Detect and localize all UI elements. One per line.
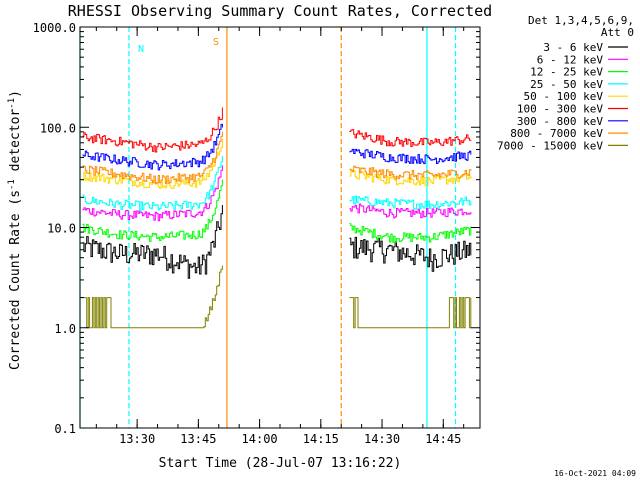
x-tick-label: 14:00 (242, 432, 278, 446)
legend-label: 100 - 300 keV (517, 103, 603, 116)
footer-date: 16-Oct-2021 04:09 (554, 469, 636, 478)
series-line-25-50-keV-a (82, 156, 223, 212)
series-line-3-6-keV-b (349, 236, 472, 272)
series-line-100-300-keV-b (349, 129, 472, 147)
series-line-100-300-keV-a (82, 107, 223, 153)
legend-label: 50 - 100 keV (524, 90, 604, 103)
legend-label: 3 - 6 keV (543, 41, 603, 54)
series-line-300-800-keV-b (349, 148, 472, 165)
legend-header-line-1: Det 1,3,4,5,6,9, (528, 14, 634, 27)
legend-label: 12 - 25 keV (530, 66, 603, 79)
y-tick-label: 0.1 (54, 422, 76, 436)
series-line-7000-15000-keV-a (82, 265, 223, 329)
x-axis-label: Start Time (28-Jul-07 13:16:22) (159, 456, 402, 471)
y-tick-label: 1.0 (54, 322, 76, 336)
series-line-6-12-keV-b (349, 203, 472, 219)
legend-label: 300 - 800 keV (517, 115, 603, 128)
x-tick-label: 13:30 (119, 432, 155, 446)
legend-label: 800 - 7000 keV (510, 127, 603, 140)
series-line-12-25-keV-b (349, 223, 472, 243)
night-label: N (138, 44, 144, 55)
x-tick-label: 14:30 (364, 432, 400, 446)
legend-label: 25 - 50 keV (530, 78, 603, 91)
legend-header-line-2: Att 0 (601, 26, 634, 39)
chart-title: RHESSI Observing Summary Count Rates, Co… (68, 2, 492, 20)
y-tick-label: 100.0 (40, 121, 76, 135)
series-line-3-6-keV-a (82, 205, 223, 279)
axes-frame: 0.1 1.0 10.0 100.0 1000.0 13:30 13:45 14:00 14:1… (33, 21, 481, 446)
series-line-6-12-keV-a (82, 165, 223, 222)
legend-label: 6 - 12 keV (537, 53, 604, 66)
y-axis-label: Corrected Count Rate (s-1 detector-1) (7, 90, 23, 370)
series-line-300-800-keV-a (82, 123, 223, 171)
legend-label: 7000 - 15000 keV (497, 139, 603, 152)
series-line-7000-15000-keV-b (349, 297, 472, 329)
x-tick-label: 14:15 (303, 432, 339, 446)
x-tick-label: 14:45 (425, 432, 461, 446)
series-line-12-25-keV-a (82, 179, 223, 242)
y-tick-label: 10.0 (47, 222, 76, 236)
series-line-800-7000-keV-b (349, 165, 472, 180)
x-tick-label: 13:45 (180, 432, 216, 446)
series-line-25-50-keV-b (349, 195, 472, 210)
y-tick-label: 1000.0 (33, 21, 76, 35)
saa-label: S (213, 37, 219, 48)
series-line-800-7000-keV-a (82, 131, 223, 185)
